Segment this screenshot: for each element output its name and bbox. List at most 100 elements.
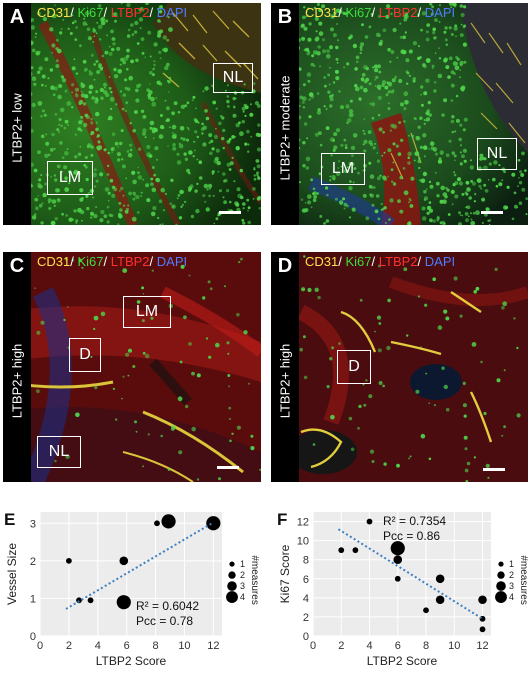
roi-d: D: [69, 338, 101, 372]
panel-a-letter: A: [3, 3, 31, 31]
chart-e-letter: E: [4, 510, 16, 529]
trend-line: [65, 521, 214, 610]
stat-label: Pcc = 0.78: [136, 614, 193, 628]
x-tick-label: 10: [448, 640, 460, 652]
roi-d: D: [337, 350, 371, 384]
stain-ki67: Ki67: [77, 5, 104, 20]
legend-title: #measures: [249, 555, 260, 604]
data-point: [87, 597, 94, 604]
y-tick-label: 4: [303, 593, 309, 605]
legend-marker: [496, 581, 506, 591]
data-point: [206, 516, 221, 531]
legend-entry: 4: [509, 592, 514, 602]
panel-b-image: [271, 3, 528, 225]
x-tick-label: 4: [366, 640, 372, 652]
x-tick-label: 2: [66, 640, 72, 652]
x-axis-label: LTBP2 Score: [96, 654, 167, 668]
y-tick-label: 6: [303, 574, 309, 586]
data-point: [116, 595, 131, 610]
legend-entry: 4: [240, 592, 245, 602]
panel-b-stain-legend: CD31/ Ki67/ LTBP2/ DAPI: [305, 5, 456, 20]
panel-c-image: [3, 252, 261, 482]
scale-bar: [483, 468, 505, 471]
stat-label: Pcc = 0.86: [383, 529, 440, 543]
legend-marker: [228, 571, 236, 579]
y-tick-label: 3: [30, 518, 36, 530]
roi-nl: NL: [213, 63, 253, 93]
data-point: [390, 541, 405, 556]
x-tick-label: 0: [310, 640, 316, 652]
data-point: [393, 555, 403, 564]
legend-entry: 3: [509, 581, 514, 591]
panel-d-side-label: LTBP2+ high: [277, 343, 293, 419]
roi-lm: LM: [47, 161, 93, 195]
data-point: [65, 557, 72, 564]
roi-lm: LM: [123, 296, 171, 328]
data-point: [423, 607, 429, 614]
chart-f-letter: F: [277, 510, 288, 529]
panel-c-stain-legend: CD31/ Ki67/ LTBP2/ DAPI: [37, 254, 188, 269]
data-point: [435, 595, 445, 605]
legend-entry: 1: [509, 559, 514, 569]
x-tick-label: 0: [37, 640, 43, 652]
legend-marker: [495, 591, 507, 603]
stain-dapi: DAPI: [156, 5, 188, 20]
x-tick-label: 2: [338, 640, 344, 652]
scale-bar: [481, 211, 503, 214]
data-point: [352, 547, 359, 554]
legend-marker: [498, 561, 504, 567]
stain-cd31: CD31: [37, 5, 71, 20]
data-point: [119, 556, 129, 566]
data-point: [479, 626, 486, 633]
y-axis-label: Ki67 Score: [278, 544, 292, 603]
y-tick-label: 0: [303, 631, 309, 643]
x-tick-label: 8: [152, 640, 158, 652]
panel-c-letter: C: [3, 252, 31, 280]
panel-a-image: [3, 3, 261, 225]
panel-a-micrograph: A LTBP2+ low CD31/ Ki67/ LTBP2/ DAPI NL …: [3, 3, 261, 225]
data-point: [435, 574, 445, 584]
trend-line: [337, 528, 484, 620]
panel-b-side-label-box: LTBP2+ moderate: [271, 31, 299, 225]
stat-label: R² = 0.6042: [136, 599, 199, 613]
data-point: [161, 514, 176, 529]
x-axis-label: LTBP2 Score: [367, 654, 438, 668]
y-tick-label: 2: [30, 556, 36, 568]
panel-d-letter: D: [271, 252, 299, 280]
data-point: [338, 547, 345, 554]
legend-title: #measures: [518, 555, 529, 604]
y-tick-label: 1: [30, 593, 36, 605]
panel-b-micrograph: B LTBP2+ moderate CD31/ Ki67/ LTBP2/ DAP…: [271, 3, 528, 225]
legend-entry: 2: [509, 570, 514, 580]
panel-d-stain-legend: CD31/ Ki67/ LTBP2/ DAPI: [305, 254, 456, 269]
y-tick-label: 8: [303, 555, 309, 567]
y-tick-label: 2: [303, 612, 309, 624]
panel-b-letter: B: [271, 3, 299, 31]
panel-a-stain-legend: CD31/ Ki67/ LTBP2/ DAPI: [37, 5, 188, 20]
panel-a-side-label-box: LTBP2+ low: [3, 31, 31, 225]
legend-entry: 1: [240, 559, 245, 569]
panel-b-side-label: LTBP2+ moderate: [277, 75, 293, 181]
x-tick-label: 12: [207, 640, 219, 652]
y-tick-label: 0: [30, 631, 36, 643]
y-axis-label: Vessel Size: [5, 543, 19, 605]
panel-d-micrograph: D LTBP2+ high CD31/ Ki67/ LTBP2/ DAPI D: [271, 252, 528, 482]
legend-entry: 2: [240, 570, 245, 580]
roi-lm: LM: [321, 153, 365, 185]
panel-c-side-label: LTBP2+ high: [9, 343, 25, 419]
panel-d-image: [271, 252, 528, 482]
data-point: [394, 575, 401, 582]
legend-marker: [229, 561, 235, 567]
legend-entry: 3: [240, 581, 245, 591]
panel-c-micrograph: C LTBP2+ high CD31/ Ki67/ LTBP2/ DAPI LM…: [3, 252, 261, 482]
legend-marker: [226, 591, 238, 603]
legend-marker: [227, 581, 237, 591]
roi-nl: NL: [37, 436, 81, 468]
x-tick-label: 8: [423, 640, 429, 652]
x-tick-label: 6: [395, 640, 401, 652]
stat-label: R² = 0.7354: [383, 514, 446, 528]
panel-a-side-label: LTBP2+ low: [9, 93, 25, 163]
y-tick-label: 12: [297, 517, 309, 529]
stain-ltbp2: LTBP2: [110, 5, 150, 20]
